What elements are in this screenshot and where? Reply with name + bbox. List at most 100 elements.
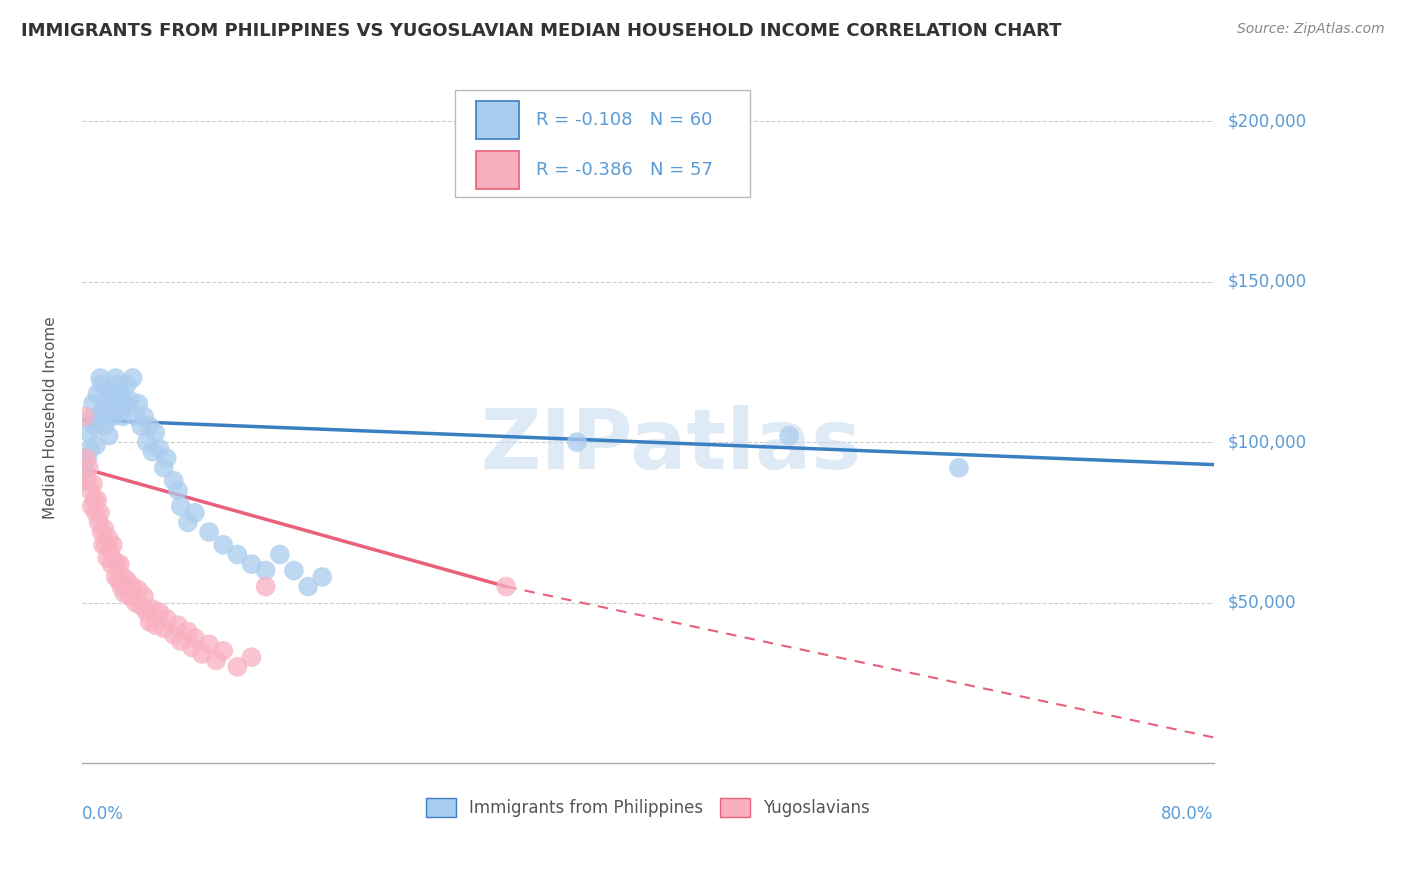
Point — [152, 460, 174, 475]
Point — [76, 474, 98, 488]
FancyBboxPatch shape — [456, 90, 749, 197]
Point — [148, 442, 170, 456]
Point — [89, 506, 111, 520]
Point — [90, 377, 112, 392]
Text: Source: ZipAtlas.com: Source: ZipAtlas.com — [1237, 22, 1385, 37]
Text: R = -0.386   N = 57: R = -0.386 N = 57 — [536, 161, 713, 179]
Point — [96, 409, 118, 424]
Point — [75, 451, 97, 466]
Point — [127, 582, 149, 597]
Point — [82, 396, 104, 410]
Point — [129, 419, 152, 434]
Point — [103, 387, 125, 401]
Point — [156, 612, 179, 626]
Point — [111, 570, 134, 584]
Point — [184, 631, 207, 645]
Point — [110, 580, 132, 594]
Text: IMMIGRANTS FROM PHILIPPINES VS YUGOSLAVIAN MEDIAN HOUSEHOLD INCOME CORRELATION C: IMMIGRANTS FROM PHILIPPINES VS YUGOSLAVI… — [21, 22, 1062, 40]
Point — [111, 409, 134, 424]
Point — [198, 524, 221, 539]
Point — [177, 516, 200, 530]
Point — [132, 589, 155, 603]
Point — [198, 637, 221, 651]
Point — [184, 506, 207, 520]
Point — [181, 640, 204, 655]
Point — [107, 573, 129, 587]
Point — [124, 596, 146, 610]
Point — [93, 419, 115, 434]
Point — [87, 516, 110, 530]
Point — [121, 580, 143, 594]
Point — [135, 605, 157, 619]
Point — [94, 538, 117, 552]
Point — [83, 419, 105, 434]
Point — [90, 524, 112, 539]
Point — [94, 393, 117, 408]
Point — [254, 564, 277, 578]
Point — [269, 548, 291, 562]
Point — [73, 460, 96, 475]
Point — [103, 554, 125, 568]
Point — [101, 409, 124, 424]
Text: $100,000: $100,000 — [1227, 434, 1306, 451]
Y-axis label: Median Household Income: Median Household Income — [44, 317, 58, 519]
Point — [148, 605, 170, 619]
Point — [100, 396, 122, 410]
Point — [141, 602, 163, 616]
Point — [283, 564, 305, 578]
Point — [105, 377, 128, 392]
Point — [226, 660, 249, 674]
Point — [254, 580, 277, 594]
Point — [80, 412, 103, 426]
Point — [84, 506, 107, 520]
Point — [124, 409, 146, 424]
Point — [170, 500, 193, 514]
Text: R = -0.108   N = 60: R = -0.108 N = 60 — [536, 112, 711, 129]
Point — [565, 435, 588, 450]
Point — [138, 419, 160, 434]
Point — [240, 557, 263, 571]
Point — [110, 387, 132, 401]
Point — [77, 460, 100, 475]
Point — [86, 387, 108, 401]
Point — [105, 557, 128, 571]
Point — [297, 580, 319, 594]
Text: ZIPatlas: ZIPatlas — [479, 405, 860, 486]
Point — [107, 393, 129, 408]
Point — [104, 371, 127, 385]
Point — [76, 451, 98, 466]
Text: $50,000: $50,000 — [1227, 594, 1296, 612]
Point — [89, 371, 111, 385]
Point — [84, 438, 107, 452]
Legend: Immigrants from Philippines, Yugoslavians: Immigrants from Philippines, Yugoslavian… — [419, 792, 876, 824]
Point — [177, 624, 200, 639]
Point — [82, 476, 104, 491]
Point — [167, 618, 190, 632]
Point — [104, 570, 127, 584]
Point — [73, 409, 96, 424]
Point — [87, 409, 110, 424]
Point — [93, 522, 115, 536]
Point — [97, 428, 120, 442]
Point — [152, 621, 174, 635]
Point — [79, 442, 101, 456]
Point — [91, 403, 114, 417]
Point — [191, 647, 214, 661]
Text: 0.0%: 0.0% — [82, 805, 124, 822]
Text: $150,000: $150,000 — [1227, 273, 1306, 291]
Point — [163, 628, 186, 642]
Point — [108, 557, 131, 571]
Point — [100, 557, 122, 571]
Point — [163, 474, 186, 488]
Point — [77, 425, 100, 440]
Point — [240, 650, 263, 665]
Point — [170, 634, 193, 648]
Point — [138, 615, 160, 629]
Point — [86, 492, 108, 507]
Point — [80, 500, 103, 514]
Point — [108, 403, 131, 417]
Point — [143, 425, 166, 440]
Point — [121, 371, 143, 385]
Point — [156, 451, 179, 466]
Point — [118, 589, 141, 603]
